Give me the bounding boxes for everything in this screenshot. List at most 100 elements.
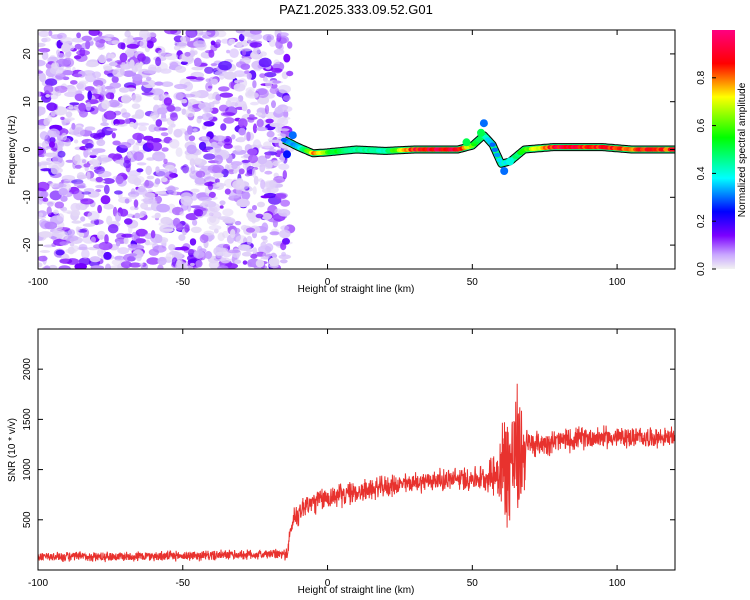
spectrogram-noise-cell (255, 213, 264, 219)
spectrogram-noise-cell (61, 175, 76, 182)
spectrogram-noise-cell (76, 49, 90, 56)
spectrogram-noise-cell (183, 81, 194, 92)
spectrogram-noise-cell (87, 211, 100, 221)
spectrogram-noise-cell (245, 91, 259, 99)
spectrogram-noise-cell (136, 168, 144, 173)
spectrogram-y-label: Frequency (Hz) (7, 116, 18, 185)
snr-y-tick-label: 1000 (22, 458, 33, 481)
colorbar-tick-label: 0.4 (696, 166, 707, 180)
spectrogram-noise-cell (114, 119, 126, 125)
spectrogram-noise-cell (280, 242, 287, 251)
spectrogram-noise-cell (100, 195, 111, 205)
spectrogram-noise-cell (137, 185, 146, 193)
spectrogram-noise-cell (247, 148, 258, 156)
spectrogram-noise-cell (89, 151, 99, 155)
spectrogram-noise-cell (97, 170, 112, 178)
spectrogram-noise-cell (190, 226, 202, 233)
spectrogram-noise-cell (73, 127, 85, 137)
spectrogram-noise-cell (62, 210, 74, 214)
spectrogram-noise-cell (96, 85, 102, 93)
spectrogram-noise-cell (201, 113, 214, 121)
spectrogram-noise-cell (127, 243, 138, 249)
spectrogram-noise-cell (55, 58, 70, 67)
spectrogram-noise-cell (38, 212, 44, 218)
spectrogram-noise-cell (121, 61, 126, 72)
spectrogram-noise-cell (52, 229, 66, 238)
spectrogram-x-label: Height of straight line (km) (298, 284, 415, 295)
spectrogram-noise-cell (136, 162, 147, 166)
spectrogram-noise-cell (100, 84, 106, 92)
spectrogram-noise-cell (191, 66, 204, 71)
spectrogram-noise-cell (44, 265, 51, 269)
spectrogram-noise-cell (154, 191, 167, 195)
spectrogram-noise-cell (110, 40, 121, 45)
spectrogram-noise-cell (208, 191, 216, 198)
spectrogram-noise-cell (44, 221, 58, 230)
spectrogram-noise-cell (227, 249, 241, 254)
spectrogram-noise-cell (137, 53, 146, 62)
colorbar-ticks: 0.0 0.2 0.4 0.6 0.8 (696, 70, 716, 276)
spectrogram-noise-cell (115, 212, 122, 222)
spectrogram-noise-cell (224, 188, 231, 195)
spectrogram-noise-cell (260, 179, 266, 190)
spectrogram-noise-cell (151, 138, 162, 143)
spectrogram-noise-cell (64, 118, 72, 123)
spectrogram-noise-cell (223, 71, 237, 80)
spectrogram-noise-cell (219, 205, 224, 209)
spectrogram-noise-cell (234, 259, 242, 264)
spectrogram-noise-cell (45, 78, 58, 86)
spectrogram-noise-cell (50, 34, 63, 40)
spectrogram-noise-cell (40, 191, 49, 198)
spectrogram-noise-cell (260, 235, 268, 240)
spectrogram-noise-cell (86, 171, 91, 180)
spectrogram-noise-cell (241, 190, 250, 201)
spectrogram-noise-cell (129, 59, 135, 69)
spectrogram-noise-cell (281, 116, 291, 120)
spectrogram-noise-cell (265, 118, 274, 124)
spectrogram-noise-cell (282, 170, 287, 180)
spectrogram-noise-cell (89, 154, 97, 159)
spectrogram-noise-cell (246, 249, 253, 253)
spectrogram-noise-cell (59, 258, 73, 264)
spectrogram-noise-cell (247, 36, 252, 44)
spectrogram-noise-cell (184, 131, 190, 142)
spectrogram-noise-cell (103, 65, 113, 71)
snr-x-tick-label: 0 (325, 578, 331, 589)
spectrogram-noise-cell (234, 80, 239, 84)
spectrogram-noise-cell (78, 102, 87, 112)
spectrogram-noise-cell (38, 48, 51, 53)
spectrogram-noise-cell (278, 209, 291, 217)
spectrogram-noise-cell (135, 228, 148, 237)
spectrogram-noise-cell (111, 259, 123, 266)
spectrogram-noise-cell (131, 93, 142, 103)
spectrogram-noise-cell (252, 47, 261, 55)
spectrogram-noise-cell (74, 93, 85, 102)
spectrogram-noise-cell (170, 112, 178, 122)
spectrogram-noise-cell (207, 164, 221, 174)
spectrogram-noise-cell (67, 229, 76, 236)
spectrogram-noise-cell (57, 150, 66, 158)
spectrogram-noise-cell (275, 193, 287, 200)
spectrogram-noise-cell (121, 112, 131, 118)
spectrogram-noise-cell (264, 243, 274, 252)
spectrogram-noise-cell (215, 94, 222, 101)
spectrogram-noise-cell (287, 41, 293, 49)
spectrogram-noise-cell (231, 134, 236, 140)
spectrogram-noise-cell (236, 41, 243, 48)
spectrogram-noise-cell (123, 237, 129, 245)
spectrogram-noise-cell (163, 97, 173, 106)
spectrogram-noise-cell (115, 241, 121, 247)
spectrogram-noise-cell (128, 262, 142, 268)
spectrogram-noise-cell (160, 177, 168, 183)
spectrogram-noise-cell (126, 213, 134, 218)
spectrogram-noise-cell (268, 139, 282, 143)
spectrogram-noise-cell (50, 147, 58, 151)
spectrogram-noise-cell (86, 150, 92, 156)
spectrogram-noise-cell (150, 230, 156, 239)
spectrogram-noise-cell (238, 118, 248, 129)
spectrogram-noise-cell (105, 92, 115, 100)
spectrogram-noise-cell (215, 39, 222, 45)
spectrogram-noise-cell (244, 173, 251, 177)
spectrogram-noise-cell (238, 48, 253, 52)
spectrogram-noise-cell (185, 108, 196, 118)
